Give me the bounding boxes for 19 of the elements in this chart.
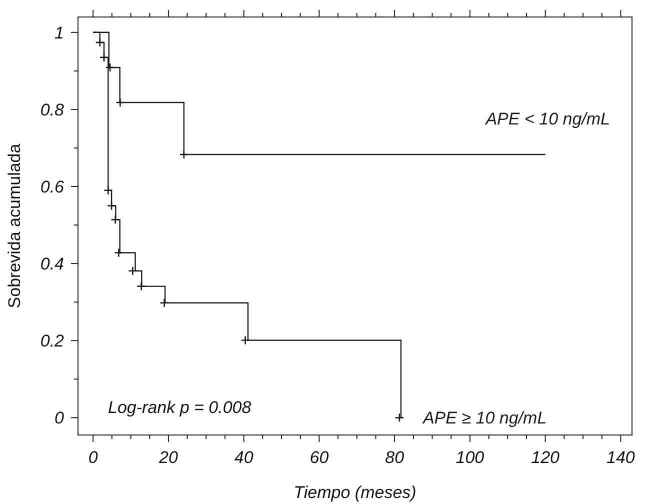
x-tick-label: 100 <box>456 448 485 467</box>
x-tick-label: 20 <box>158 448 178 467</box>
x-tick-label: 40 <box>234 448 254 467</box>
series-label: APE < 10 ng/mL <box>484 110 610 129</box>
y-tick-label: 0.2 <box>40 332 65 351</box>
y-axis-title: Sobrevida acumulada <box>5 143 24 308</box>
y-tick-label: 0.8 <box>40 100 65 120</box>
x-axis-title: Tiempo (meses) <box>294 483 416 502</box>
y-tick-label: 0.6 <box>40 177 65 196</box>
x-tick-label: 140 <box>606 448 636 467</box>
series-label: APE ≥ 10 ng/mL <box>422 408 547 428</box>
x-tick-label: 80 <box>385 448 405 467</box>
x-tick-label: 120 <box>531 448 560 467</box>
annotation: Log-rank p = 0.008 <box>108 398 252 417</box>
y-tick-label: 1 <box>54 23 64 42</box>
y-tick-label: 0 <box>54 408 65 428</box>
x-tick-label: 60 <box>310 448 330 467</box>
x-tick-label: 0 <box>88 448 98 467</box>
y-tick-label: 0.4 <box>40 254 64 274</box>
